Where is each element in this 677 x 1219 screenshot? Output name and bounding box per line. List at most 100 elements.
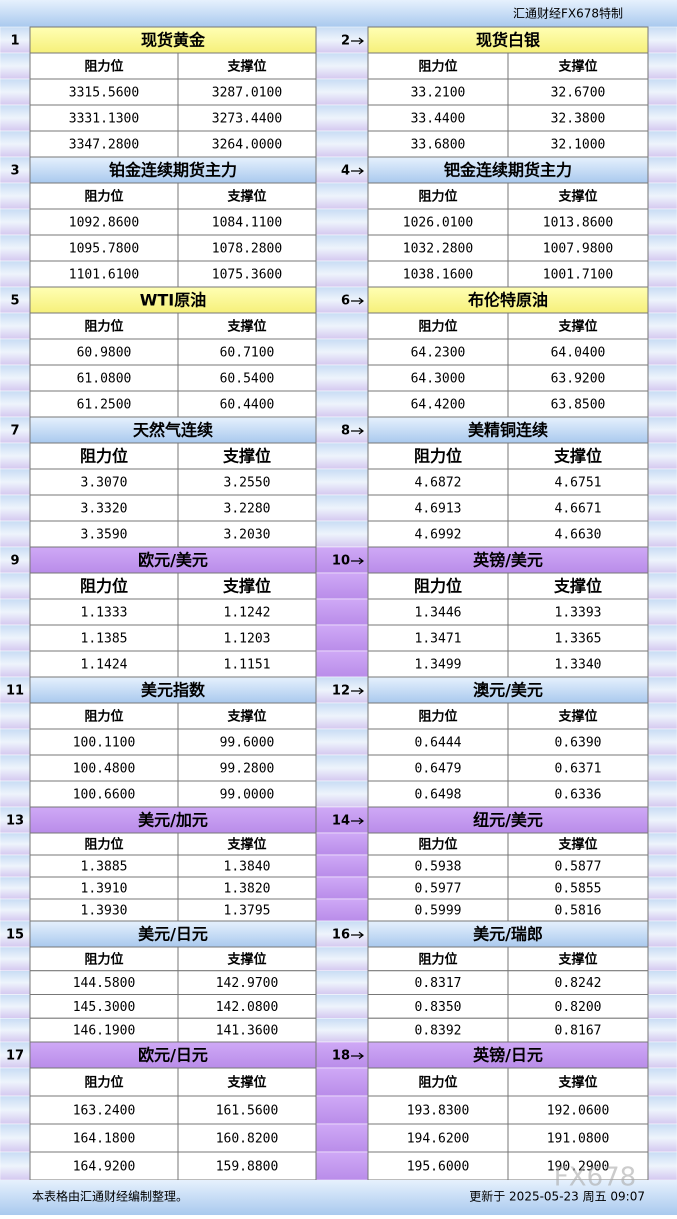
level-value: 141.3600 (216, 1024, 279, 1039)
level-value: 1084.1100 (212, 216, 282, 231)
level-value: 1.3885 (81, 860, 128, 875)
panel-title: 澳元/美元 (473, 681, 543, 700)
margin-stripe (647, 1067, 677, 1097)
level-value: 3.3320 (81, 502, 128, 517)
gutter (315, 1041, 369, 1069)
gutter (315, 946, 369, 971)
cell (29, 260, 179, 288)
level-value: 0.6479 (415, 762, 462, 777)
margin-stripe (647, 1041, 677, 1069)
cell (177, 364, 317, 392)
column-header: 阻力位 (414, 447, 462, 466)
cell (177, 780, 317, 808)
cell (507, 130, 649, 158)
cell (507, 312, 649, 340)
cell (29, 598, 179, 626)
cell (177, 442, 317, 470)
margin-stripe (647, 546, 677, 574)
gutter (315, 390, 369, 418)
top-bar (0, 0, 677, 27)
margin-stripe (647, 208, 677, 236)
gutter (315, 416, 369, 444)
cell (177, 702, 317, 730)
margin-stripe (647, 728, 677, 756)
level-value: 100.4800 (73, 762, 136, 777)
margin-stripe (0, 1123, 31, 1153)
margin-stripe (647, 920, 677, 948)
margin-stripe (647, 598, 677, 626)
panel-header (29, 676, 317, 704)
margin-stripe (0, 1095, 31, 1125)
gutter (315, 572, 369, 600)
margin-stripe (647, 1151, 677, 1181)
cell (507, 1123, 649, 1153)
level-value: 100.1100 (73, 736, 136, 751)
level-value: 4.6671 (555, 502, 602, 517)
level-value: 1.3840 (224, 860, 271, 875)
cell (177, 130, 317, 158)
column-header: 阻力位 (84, 951, 123, 967)
level-value: 60.9800 (77, 346, 132, 361)
level-value: 3264.0000 (212, 138, 282, 153)
margin-stripe (647, 946, 677, 971)
level-value: 1013.8600 (543, 216, 613, 231)
level-value: 0.6444 (415, 736, 462, 751)
level-value: 64.2300 (411, 346, 466, 361)
level-value: 4.6630 (555, 528, 602, 543)
margin-stripe (0, 876, 31, 900)
level-value: 0.5938 (415, 860, 462, 875)
arrow (351, 427, 364, 435)
level-value: 99.6000 (220, 736, 275, 751)
panel-title: WTI原油 (140, 291, 207, 310)
gutter (315, 52, 369, 80)
level-value: 1.3910 (81, 882, 128, 897)
gutter (315, 1123, 369, 1153)
level-value: 0.6498 (415, 788, 462, 803)
panel-title: 美精铜连续 (468, 421, 548, 440)
level-value: 99.0000 (220, 788, 275, 803)
level-value: 0.5877 (555, 860, 602, 875)
margin-stripe (647, 1018, 677, 1043)
gutter (315, 1067, 369, 1097)
level-value: 163.2400 (73, 1104, 136, 1119)
arrow (351, 687, 364, 695)
level-value: 1.1424 (81, 658, 128, 673)
cell (507, 234, 649, 262)
margin-stripe (647, 780, 677, 808)
gutter (315, 728, 369, 756)
cell (29, 702, 179, 730)
column-header: 支撑位 (557, 709, 597, 725)
column-header: 支撑位 (226, 951, 266, 967)
level-value: 0.8392 (415, 1024, 462, 1039)
level-value: 3273.4400 (212, 112, 282, 127)
level-value: 1026.0100 (403, 216, 473, 231)
margin-stripe (647, 260, 677, 288)
margin-stripe (0, 52, 31, 80)
gutter (315, 898, 369, 922)
margin-stripe (0, 650, 31, 678)
margin-stripe (0, 312, 31, 340)
cell (177, 468, 317, 496)
gutter (315, 78, 369, 106)
cell (29, 650, 179, 678)
level-value: 33.4400 (411, 112, 466, 127)
panel-number: 18 (332, 1049, 350, 1064)
level-value: 0.8242 (555, 976, 602, 991)
panel-title: 天然气连续 (133, 421, 213, 440)
level-value: 3287.0100 (212, 86, 282, 101)
gutter (315, 994, 369, 1019)
cell (29, 468, 179, 496)
margin-stripe (0, 598, 31, 626)
level-value: 61.2500 (77, 398, 132, 413)
level-value: 1.3930 (81, 904, 128, 919)
level-value: 0.6390 (555, 736, 602, 751)
cell (507, 338, 649, 366)
arrow (351, 817, 364, 825)
panel-title: 欧元/美元 (138, 551, 208, 570)
level-value: 3.3070 (81, 476, 128, 491)
column-header: 阻力位 (418, 319, 457, 335)
level-value: 3315.5600 (69, 86, 139, 101)
level-value: 0.8200 (555, 1000, 602, 1015)
margin-stripe (647, 234, 677, 262)
